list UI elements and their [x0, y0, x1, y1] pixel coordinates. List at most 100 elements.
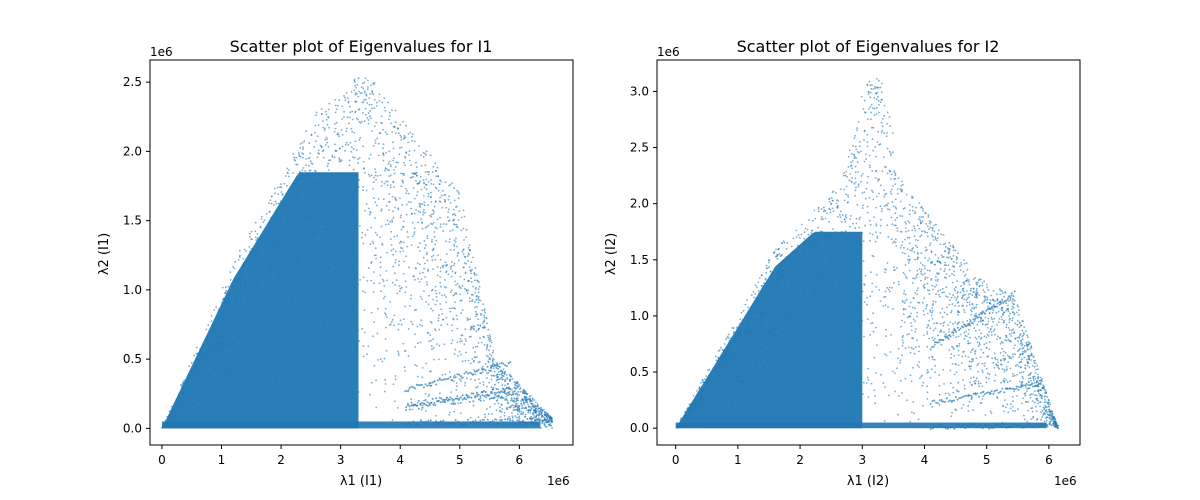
scatter-point — [468, 336, 471, 338]
scatter-point — [899, 359, 902, 362]
scatter-point — [816, 364, 819, 367]
scatter-point — [355, 224, 357, 227]
scatter-point — [430, 201, 433, 203]
scatter-point — [784, 265, 786, 268]
scatter-point — [324, 110, 327, 113]
scatter-point — [1045, 416, 1048, 419]
scatter-point — [427, 224, 430, 227]
scatter-point — [210, 331, 213, 333]
scatter-point — [853, 239, 855, 242]
scatter-point — [273, 312, 275, 315]
scatter-point — [312, 257, 315, 259]
scatter-point — [434, 162, 437, 165]
scatter-point — [1033, 381, 1036, 384]
scatter-point — [914, 229, 917, 232]
scatter-point — [432, 309, 434, 312]
scatter-point — [523, 398, 526, 400]
scatter-point — [914, 320, 916, 322]
scatter-point — [1030, 354, 1033, 356]
scatter-point — [423, 247, 426, 250]
scatter-point — [781, 253, 783, 256]
scatter-point — [911, 337, 913, 339]
scatter-point — [779, 268, 782, 270]
scatter-point — [1013, 347, 1015, 350]
scatter-point — [530, 399, 532, 402]
scatter-point — [890, 178, 892, 180]
scatter-point — [736, 379, 738, 382]
tail-point — [491, 388, 494, 391]
scatter-point — [785, 352, 788, 355]
scatter-point — [792, 332, 795, 335]
scatter-point — [358, 340, 361, 342]
scatter-point — [823, 245, 826, 248]
tail-point — [440, 379, 443, 382]
scatter-point — [1001, 421, 1003, 424]
scatter-point — [388, 160, 391, 163]
scatter-point — [956, 280, 958, 282]
scatter-point — [840, 230, 843, 233]
scatter-point — [489, 335, 492, 338]
scatter-point — [194, 397, 197, 400]
scatter-point — [404, 305, 407, 308]
scatter-point — [697, 410, 700, 412]
tail-point — [422, 386, 425, 389]
scatter-point — [1043, 420, 1046, 422]
scatter-point — [676, 424, 679, 427]
scatter-point — [1035, 405, 1037, 408]
scatter-point — [372, 291, 375, 293]
scatter-point — [298, 220, 301, 223]
scatter-point — [277, 342, 280, 345]
tail-point — [551, 420, 554, 423]
tail-point — [405, 423, 408, 426]
scatter-point — [255, 273, 258, 276]
scatter-point — [270, 202, 273, 205]
scatter-point — [214, 343, 217, 346]
scatter-point — [975, 303, 978, 306]
scatter-point — [843, 234, 846, 237]
scatter-point — [908, 269, 911, 272]
scatter-point — [289, 375, 292, 378]
scatter-point — [436, 218, 439, 221]
scatter-point — [414, 333, 416, 336]
scatter-point — [784, 312, 786, 315]
scatter-point — [464, 359, 467, 362]
scatter-point — [229, 329, 232, 332]
scatter-point — [803, 246, 806, 249]
scatter-point — [1025, 350, 1027, 353]
scatter-point — [355, 295, 358, 297]
scatter-point — [755, 362, 757, 364]
scatter-point — [820, 310, 822, 313]
scatter-point — [854, 227, 857, 230]
scatter-point — [244, 279, 247, 282]
scatter-point — [292, 153, 295, 155]
scatter-point — [489, 353, 491, 356]
scatter-point — [882, 305, 885, 307]
scatter-point — [356, 176, 358, 179]
scatter-point — [1021, 375, 1024, 378]
scatter-point — [328, 126, 330, 129]
scatter-point — [886, 147, 889, 150]
scatter-point — [334, 263, 337, 266]
scatter-point — [313, 145, 316, 148]
tail-point — [486, 418, 489, 421]
scatter-point — [532, 412, 534, 415]
tail-point — [437, 399, 440, 402]
scatter-point — [831, 191, 834, 194]
scatter-point — [429, 334, 432, 337]
scatter-point — [686, 415, 689, 417]
scatter-point — [839, 350, 842, 353]
scatter-point — [981, 302, 984, 304]
tail-point — [507, 387, 510, 390]
scatter-point — [434, 243, 437, 246]
scatter-point — [817, 276, 820, 279]
scatter-point — [881, 125, 884, 127]
scatter-point — [456, 189, 459, 192]
scatter-point — [198, 355, 201, 357]
scatter-point — [359, 92, 362, 94]
scatter-point — [272, 349, 274, 352]
scatter-point — [921, 205, 923, 208]
scatter-point — [679, 418, 682, 421]
scatter-point — [849, 173, 852, 175]
scatter-point — [312, 232, 315, 235]
scatter-point — [814, 245, 817, 248]
